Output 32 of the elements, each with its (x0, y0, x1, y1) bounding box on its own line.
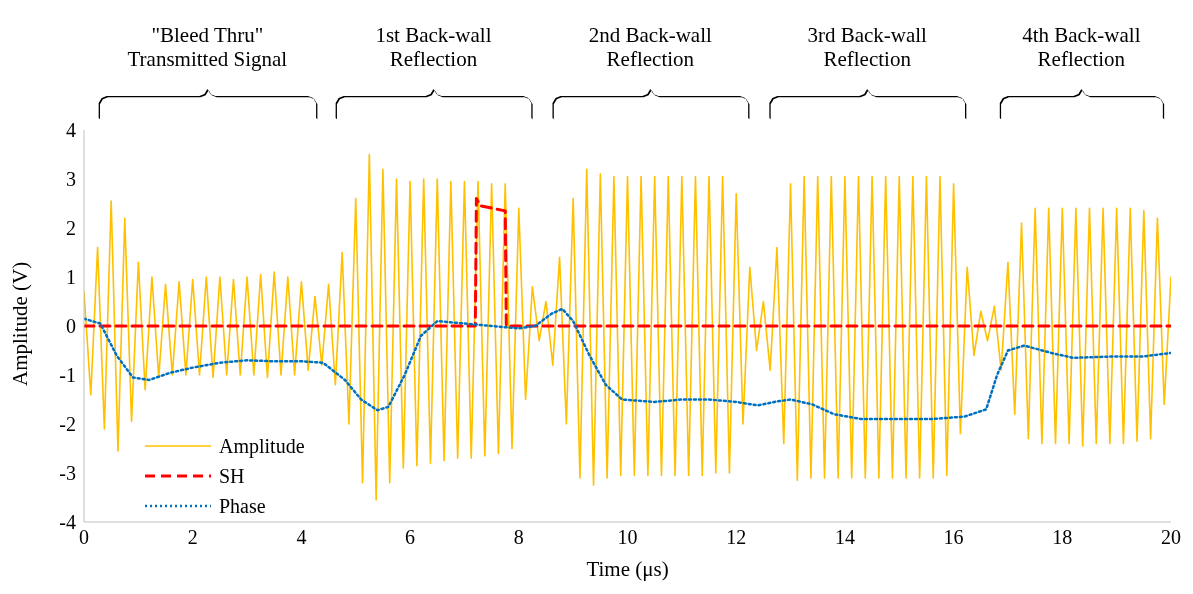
x-tick-label: 18 (1052, 526, 1073, 549)
x-tick-label: 14 (834, 526, 855, 549)
x-tick-label: 16 (943, 526, 964, 549)
y-tick-label: 2 (66, 217, 76, 240)
legend-label: Phase (219, 494, 266, 518)
x-tick-label: 2 (187, 526, 198, 549)
x-tick-label: 12 (726, 526, 747, 549)
x-tick-label: 20 (1161, 526, 1181, 549)
y-tick-label: -2 (59, 413, 76, 436)
y-axis-title: Amplitude (V) (8, 261, 33, 386)
x-tick-label: 10 (617, 526, 638, 549)
line-series (84, 307, 1171, 421)
legend-label: Amplitude (219, 434, 305, 458)
y-tick-label: 4 (66, 119, 76, 142)
line-series (84, 197, 1171, 328)
text: 1st Back-wall Reflection (375, 23, 492, 71)
legend-label: SH (219, 464, 245, 488)
y-tick-label: 3 (66, 168, 76, 191)
y-tick-label: -3 (59, 462, 76, 485)
y-tick-label: 1 (66, 266, 76, 289)
y-tick-label: -4 (59, 511, 76, 534)
text: "Bleed Thru" Transmitted Signal (127, 23, 288, 71)
x-tick-label: 8 (513, 526, 524, 549)
x-axis-title: Time (μs) (586, 557, 669, 581)
line-series (84, 153, 1171, 501)
y-tick-label: 0 (66, 315, 76, 338)
x-tick-label: 4 (296, 526, 307, 549)
text: 2nd Back-wall Reflection (588, 23, 713, 71)
x-tick-label: 6 (405, 526, 416, 549)
y-tick-label: -1 (59, 364, 76, 387)
text: 4th Back-wall Reflection (1022, 23, 1141, 71)
text: 3rd Back-wall Reflection (807, 23, 928, 71)
